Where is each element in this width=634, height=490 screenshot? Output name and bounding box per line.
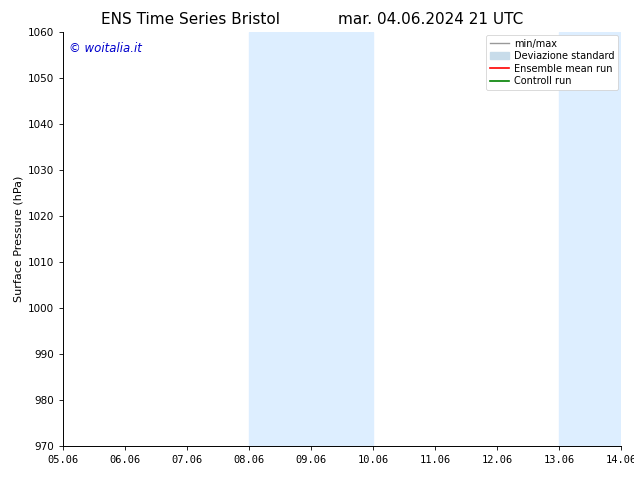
Text: © woitalia.it: © woitalia.it — [69, 42, 142, 55]
Y-axis label: Surface Pressure (hPa): Surface Pressure (hPa) — [14, 176, 24, 302]
Text: ENS Time Series Bristol: ENS Time Series Bristol — [101, 12, 280, 27]
Bar — [311, 32, 373, 446]
Bar — [249, 32, 311, 446]
Text: mar. 04.06.2024 21 UTC: mar. 04.06.2024 21 UTC — [339, 12, 524, 27]
Legend: min/max, Deviazione standard, Ensemble mean run, Controll run: min/max, Deviazione standard, Ensemble m… — [486, 35, 618, 90]
Bar — [559, 32, 621, 446]
